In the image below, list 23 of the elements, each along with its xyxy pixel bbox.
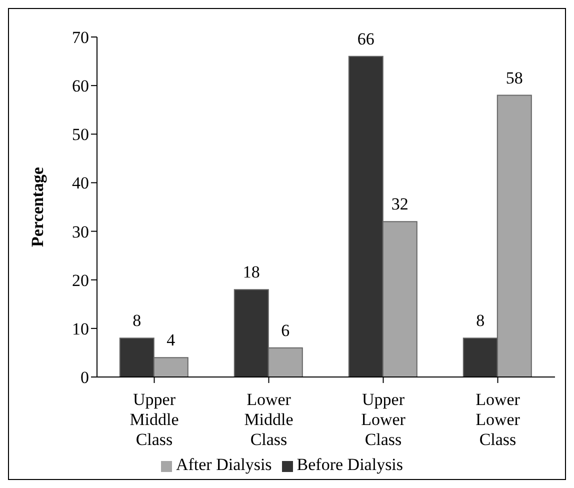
x-tick-label: Upper Lower Class bbox=[361, 390, 406, 449]
legend-label: After Dialysis bbox=[176, 455, 272, 474]
y-tick-label: 70 bbox=[72, 28, 89, 48]
x-tick-label: Upper Middle Class bbox=[130, 390, 179, 449]
data-label: 18 bbox=[242, 262, 260, 282]
data-label: 66 bbox=[357, 29, 374, 48]
y-tick-label: 0 bbox=[80, 368, 89, 388]
data-label: 8 bbox=[132, 311, 142, 330]
y-tick-label: 30 bbox=[72, 222, 89, 242]
y-tick-label: 50 bbox=[72, 125, 89, 144]
x-tick-label: Lower Lower Class bbox=[476, 390, 520, 449]
y-tick-label: 20 bbox=[72, 270, 89, 290]
y-tick-label: 60 bbox=[72, 76, 89, 96]
data-label: 32 bbox=[391, 194, 408, 214]
y-axis-title: Percentage bbox=[28, 166, 48, 247]
legend-label: Before Dialysis bbox=[296, 455, 404, 474]
x-tick-label: Lower Middle Class bbox=[244, 390, 294, 449]
data-label: 58 bbox=[506, 68, 523, 88]
y-tick-label: 40 bbox=[72, 174, 89, 193]
y-tick-label: 10 bbox=[72, 319, 89, 338]
data-label: 4 bbox=[166, 330, 176, 350]
data-label: 8 bbox=[476, 311, 485, 330]
data-label: 6 bbox=[281, 320, 290, 340]
